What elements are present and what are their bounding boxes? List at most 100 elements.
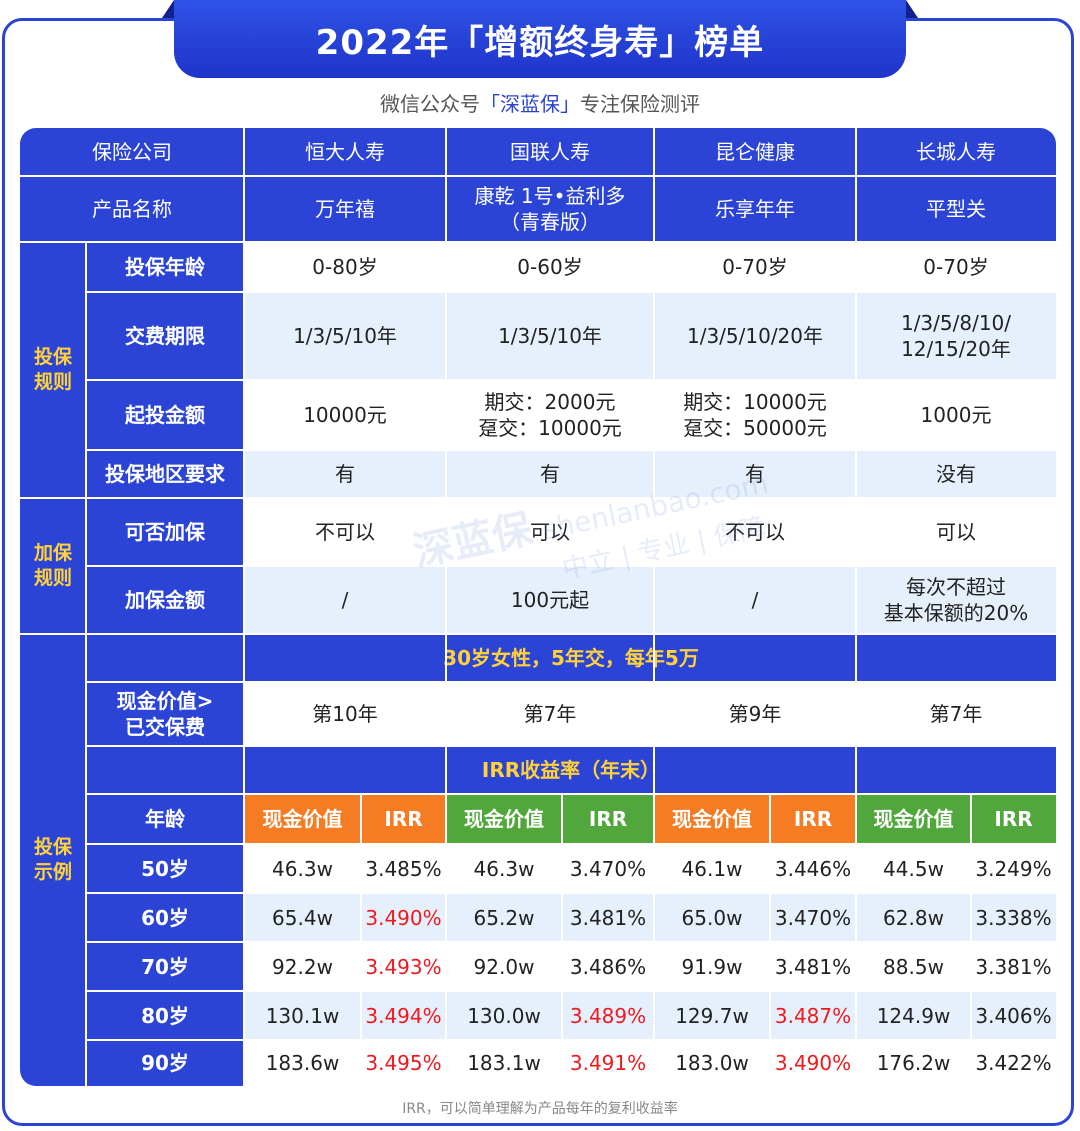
add-rule-value: / <box>244 566 446 634</box>
company-name: 昆仑健康 <box>654 128 856 176</box>
table-cell: 3.470% <box>562 844 654 893</box>
add-rule-label: 加保金额 <box>86 566 244 634</box>
age-cell: 70岁 <box>86 942 244 991</box>
grid-line <box>970 794 972 1086</box>
cash-value-year: 第9年 <box>654 682 856 746</box>
product-name: 平型关 <box>856 176 1056 242</box>
cash-value-label: 现金价值> 已交保费 <box>86 682 244 746</box>
rule-value: 0-80岁 <box>244 242 446 292</box>
cash-value-year: 第10年 <box>244 682 446 746</box>
add-rule-value: 不可以 <box>244 498 446 566</box>
grid-line <box>85 242 87 1086</box>
grid-line <box>561 794 563 1086</box>
grid-line <box>20 633 86 635</box>
column-header-irr: IRR <box>770 794 856 844</box>
table-cell: 124.9w <box>856 991 971 1040</box>
grid-line <box>86 633 1056 635</box>
table-cell: 3.490% <box>770 1040 856 1086</box>
table-cell: 3.406% <box>971 991 1056 1040</box>
rule-value: 10000元 <box>244 380 446 450</box>
grid-line <box>86 990 1056 992</box>
rule-value: 0-70岁 <box>856 242 1056 292</box>
rule-value: 1/3/5/10年 <box>446 292 654 380</box>
product-name: 康乾 1号•益利多 （青春版） <box>446 176 654 242</box>
rule-label: 投保年龄 <box>86 242 244 292</box>
add-rule-value: 可以 <box>856 498 1056 566</box>
grid-line <box>20 175 1056 177</box>
grid-line <box>86 449 1056 451</box>
table-cell: 129.7w <box>654 991 770 1040</box>
table-cell: 3.381% <box>971 942 1056 991</box>
page-title: 2022年「增额终身寿」榜单 <box>315 22 765 63</box>
column-header-cash-value: 现金价值 <box>244 794 361 844</box>
table-cell: 46.3w <box>244 844 361 893</box>
column-header-cash-value: 现金价值 <box>856 794 971 844</box>
add-rule-value: 100元起 <box>446 566 654 634</box>
cash-value-year: 第7年 <box>446 682 654 746</box>
rule-value: 期交：2000元 趸交：10000元 <box>446 380 654 450</box>
age-cell: 80岁 <box>86 991 244 1040</box>
table-cell: 92.2w <box>244 942 361 991</box>
grid-line <box>86 291 1056 293</box>
table-cell: 91.9w <box>654 942 770 991</box>
rule-label: 起投金额 <box>86 380 244 450</box>
add-rule-value: 可以 <box>446 498 654 566</box>
grid-line <box>769 794 771 1086</box>
table-cell: 3.489% <box>562 991 654 1040</box>
grid-line <box>20 497 86 499</box>
table-cell: 3.470% <box>770 893 856 942</box>
table-cell: 3.422% <box>971 1040 1056 1086</box>
rule-value: 期交：10000元 趸交：50000元 <box>654 380 856 450</box>
table-cell: 130.0w <box>446 991 562 1040</box>
product-name: 乐享年年 <box>654 176 856 242</box>
subtitle: 微信公众号「深蓝保」专注保险测评 <box>0 88 1080 117</box>
table-cell: 65.0w <box>654 893 770 942</box>
table-cell: 3.487% <box>770 991 856 1040</box>
table-cell: 3.338% <box>971 893 1056 942</box>
rule-value: 0-70岁 <box>654 242 856 292</box>
rule-value: 1/3/5/10年 <box>244 292 446 380</box>
title-banner: 2022年「增额终身寿」榜单 <box>162 0 918 78</box>
grid-line <box>86 681 1056 683</box>
table-cell: 3.495% <box>361 1040 446 1086</box>
table-cell: 3.481% <box>562 893 654 942</box>
age-cell: 60岁 <box>86 893 244 942</box>
column-header-cash-value: 现金价值 <box>654 794 770 844</box>
example-scenario-band: 30岁女性，5年交，每年5万 <box>86 634 1056 682</box>
footnote: IRR，可以简单理解为产品每年的复利收益率 <box>402 1101 678 1117</box>
rule-value: 1/3/5/10/20年 <box>654 292 856 380</box>
table-cell: 183.0w <box>654 1040 770 1086</box>
table-cell: 62.8w <box>856 893 971 942</box>
table-cell: 3.481% <box>770 942 856 991</box>
subtitle-suffix: 专注保险测评 <box>580 92 700 116</box>
group-label-rules: 投保 规则 <box>20 242 86 498</box>
grid-line <box>86 745 1056 747</box>
rule-label: 交费期限 <box>86 292 244 380</box>
grid-line <box>445 128 447 1086</box>
rule-value: 1000元 <box>856 380 1056 450</box>
table-cell: 183.1w <box>446 1040 562 1086</box>
grid-line <box>86 565 1056 567</box>
table-cell: 44.5w <box>856 844 971 893</box>
grid-line <box>20 241 1056 243</box>
subtitle-highlight: 「深蓝保」 <box>480 92 580 116</box>
product-name: 万年禧 <box>244 176 446 242</box>
age-label: 年龄 <box>86 794 244 844</box>
table-cell: 176.2w <box>856 1040 971 1086</box>
rule-value: 1/3/5/8/10/ 12/15/20年 <box>856 292 1056 380</box>
header-product-label: 产品名称 <box>20 176 244 242</box>
grid-line <box>243 128 245 1086</box>
table-cell: 3.494% <box>361 991 446 1040</box>
table-cell: 3.486% <box>562 942 654 991</box>
table-cell: 130.1w <box>244 991 361 1040</box>
rule-label: 投保地区要求 <box>86 450 244 498</box>
add-rule-value: / <box>654 566 856 634</box>
age-cell: 50岁 <box>86 844 244 893</box>
grid-line <box>86 497 1056 499</box>
comparison-table: 保险公司 产品名称 恒大人寿 万年禧 国联人寿 康乾 1号•益利多 （青春版） 昆仑健康 乐享… <box>20 128 1056 1086</box>
add-rule-value: 每次不超过 基本保额的20% <box>856 566 1056 634</box>
table-cell: 3.490% <box>361 893 446 942</box>
table-cell: 183.6w <box>244 1040 361 1086</box>
table-cell: 88.5w <box>856 942 971 991</box>
column-header-irr: IRR <box>971 794 1056 844</box>
